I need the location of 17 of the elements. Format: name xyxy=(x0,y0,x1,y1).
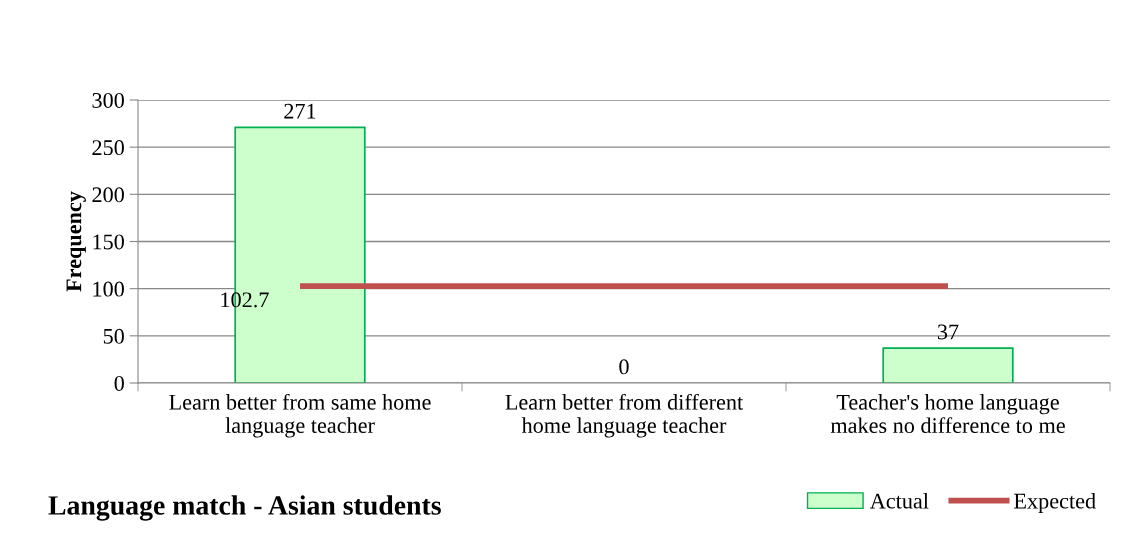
y-tick-label: 100 xyxy=(93,281,124,297)
y-tick-label: 0 xyxy=(114,375,124,391)
y-tick-label: 250 xyxy=(92,140,124,156)
x-tick-label: Learn better from different home language teacher xyxy=(505,393,744,438)
y-tick-label: 150 xyxy=(93,234,124,250)
y-axis-title: Frequency xyxy=(66,191,86,292)
y-tick-label: 300 xyxy=(92,92,124,108)
legend-label: Expected xyxy=(1014,492,1096,514)
text: Language match - Asian students xyxy=(48,495,441,521)
legend-label: Actual xyxy=(869,492,929,509)
x-tick-label: Learn better from same home language teacher xyxy=(169,393,431,438)
data-label: 37 xyxy=(937,324,959,340)
y-tick-label: 200 xyxy=(92,187,124,203)
y-tick-label: 50 xyxy=(103,328,124,344)
data-label: 0 xyxy=(619,359,629,375)
data-label: 271 xyxy=(284,103,316,119)
x-tick-label: Teacher's home language makes no difference to me xyxy=(830,394,1065,434)
